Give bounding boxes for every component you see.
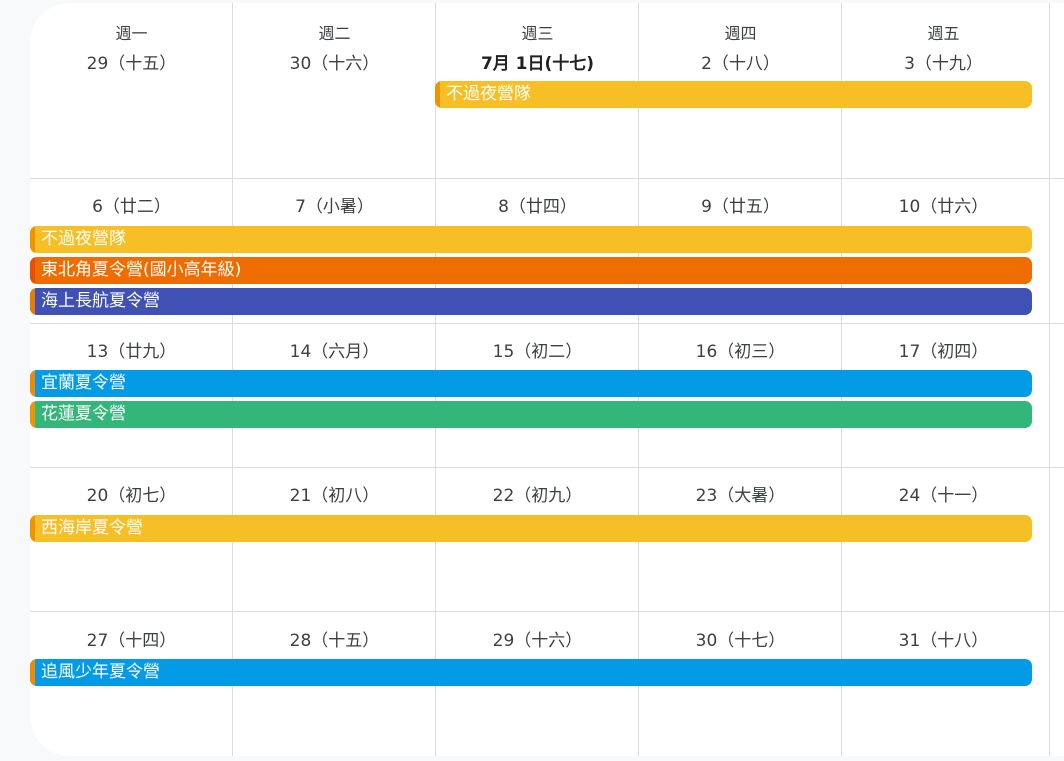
day-number[interactable]: 30（十六） <box>289 54 380 74</box>
weekday-header-wed: 週三 <box>521 24 554 43</box>
day-number[interactable]: 30（十七） <box>695 631 786 651</box>
event-chip[interactable]: 西海岸夏令營 <box>30 515 1032 542</box>
column-divider <box>1049 3 1050 756</box>
day-number[interactable]: 7（小暑） <box>295 197 374 217</box>
event-title: 不過夜營隊 <box>41 229 126 249</box>
event-title: 海上長航夏令營 <box>41 291 160 311</box>
event-color-edge <box>30 288 35 315</box>
month-calendar-grid: 週一 週二 週三 週四 週五 29（十五） 30（十六） 7月 1日(十七) 2… <box>30 3 1064 756</box>
event-title: 東北角夏令營(國小高年級) <box>41 260 242 280</box>
day-number[interactable]: 24（十一） <box>898 486 989 506</box>
event-chip[interactable]: 宜蘭夏令營 <box>30 370 1032 397</box>
event-color-edge <box>30 515 35 542</box>
day-number[interactable]: 8（廿四） <box>498 197 577 217</box>
event-color-edge <box>30 401 35 428</box>
day-number[interactable]: 17（初四） <box>898 342 989 362</box>
event-title: 西海岸夏令營 <box>41 518 143 538</box>
day-number[interactable]: 21（初八） <box>289 486 380 506</box>
event-title: 追風少年夏令營 <box>41 662 160 682</box>
row-divider <box>30 467 1064 468</box>
event-color-edge <box>30 226 35 253</box>
event-chip[interactable]: 不過夜營隊 <box>30 226 1032 253</box>
event-color-edge <box>30 257 35 284</box>
event-chip[interactable]: 海上長航夏令營 <box>30 288 1032 315</box>
day-number[interactable]: 15（初二） <box>492 342 583 362</box>
event-chip[interactable]: 花蓮夏令營 <box>30 401 1032 428</box>
event-title: 宜蘭夏令營 <box>41 373 126 393</box>
event-chip[interactable]: 追風少年夏令營 <box>30 659 1032 686</box>
event-color-edge <box>30 659 35 686</box>
day-number[interactable]: 27（十四） <box>86 631 177 651</box>
day-number[interactable]: 29（十六） <box>492 631 583 651</box>
event-color-edge <box>435 81 440 108</box>
day-number[interactable]: 16（初三） <box>695 342 786 362</box>
row-divider <box>30 611 1064 612</box>
day-number[interactable]: 9（廿五） <box>701 197 780 217</box>
weekday-header-tue: 週二 <box>318 24 351 43</box>
day-number[interactable]: 31（十八） <box>898 631 989 651</box>
day-number[interactable]: 23（大暑） <box>695 486 786 506</box>
row-divider <box>30 178 1064 179</box>
day-number[interactable]: 2（十八） <box>701 54 780 74</box>
weekday-header-fri: 週五 <box>927 24 960 43</box>
day-number[interactable]: 6（廿二） <box>92 197 171 217</box>
day-number[interactable]: 13（廿九） <box>86 342 177 362</box>
weekday-header-thu: 週四 <box>724 24 757 43</box>
day-number[interactable]: 3（十九） <box>904 54 983 74</box>
event-title: 不過夜營隊 <box>446 84 531 104</box>
day-number[interactable]: 20（初七） <box>86 486 177 506</box>
day-number[interactable]: 29（十五） <box>86 54 177 74</box>
day-number[interactable]: 14（六月） <box>289 342 380 362</box>
day-number-month-start[interactable]: 7月 1日(十七) <box>480 54 595 74</box>
event-chip[interactable]: 不過夜營隊 <box>435 81 1032 108</box>
day-number[interactable]: 10（廿六） <box>898 197 989 217</box>
weekday-header-mon: 週一 <box>115 24 148 43</box>
event-color-edge <box>30 370 35 397</box>
day-number[interactable]: 22（初九） <box>492 486 583 506</box>
row-divider <box>30 323 1064 324</box>
event-chip[interactable]: 東北角夏令營(國小高年級) <box>30 257 1032 284</box>
event-title: 花蓮夏令營 <box>41 404 126 424</box>
day-number[interactable]: 28（十五） <box>289 631 380 651</box>
